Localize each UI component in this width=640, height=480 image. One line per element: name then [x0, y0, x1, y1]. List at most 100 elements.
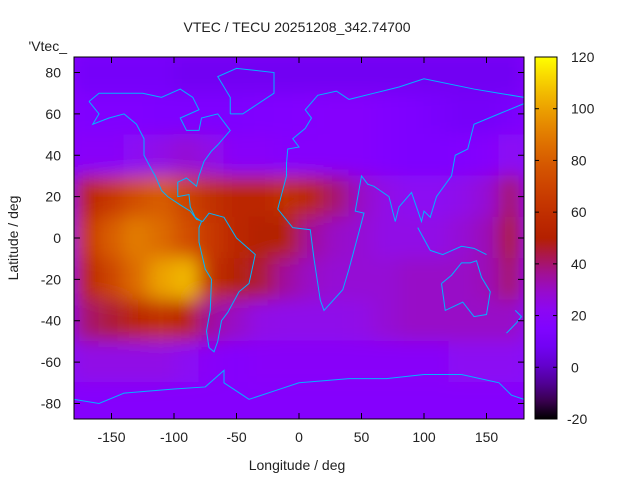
- coastline: [417, 227, 487, 256]
- y-tick-label: -20: [41, 271, 61, 287]
- heatmap-cell: [448, 57, 475, 94]
- y-tick-label: -40: [41, 313, 61, 329]
- heatmap-cell: [348, 382, 375, 419]
- colorbar-tick-label: -20: [567, 411, 587, 427]
- heatmap-cell: [123, 299, 150, 342]
- heatmap-cell: [423, 92, 450, 136]
- heatmap-cell: [448, 382, 475, 419]
- y-tick-label: -60: [41, 354, 61, 370]
- coastlines: [74, 67, 524, 405]
- heatmap-cell: [223, 340, 250, 384]
- colorbar-tick-label: 40: [571, 256, 587, 272]
- heatmap-cell: [373, 216, 400, 260]
- heatmap-cell: [448, 92, 475, 136]
- x-axis: -150 -100 -50 0 50 100 150: [97, 57, 498, 445]
- heatmap-cell: [248, 299, 275, 342]
- heatmap-cell: [148, 216, 175, 260]
- heatmap-cell: [473, 134, 500, 177]
- heatmap-cell: [323, 175, 350, 218]
- colorbar-tick-label: 20: [571, 308, 587, 324]
- heatmap-cell: [248, 175, 275, 218]
- heatmap-cell: [323, 216, 350, 260]
- y-tick-label: 40: [45, 147, 61, 163]
- heatmap-cell: [173, 216, 200, 260]
- heatmap-cell: [398, 134, 425, 177]
- heatmap-cell: [473, 382, 500, 419]
- heatmap-cell: [98, 134, 125, 177]
- heatmap-cell: [273, 382, 300, 419]
- heatmap-cell: [148, 382, 175, 419]
- heatmap-cell: [98, 175, 125, 218]
- heatmap-cell: [323, 57, 350, 94]
- coastline: [441, 260, 491, 318]
- heatmap-cell: [323, 134, 350, 177]
- heatmap-cell: [348, 299, 375, 342]
- y-tick-label: 20: [45, 189, 61, 205]
- heatmap-cell: [248, 216, 275, 260]
- heatmap-cell: [98, 216, 125, 260]
- heatmap-cell: [98, 92, 125, 136]
- heatmap-cell: [123, 382, 150, 419]
- heatmap-cell: [248, 57, 275, 94]
- heatmap-cell: [148, 57, 175, 94]
- y-axis: -80 -60 -40 -20 0 20 40 60 80: [41, 65, 524, 411]
- heatmap-cell: [173, 340, 200, 384]
- heatmap-cell: [398, 175, 425, 218]
- heatmap-cell: [248, 258, 275, 301]
- heatmap-cell: [498, 382, 524, 419]
- coastline: [88, 88, 256, 353]
- heatmap-cell: [98, 340, 125, 384]
- x-tick-label: -150: [97, 429, 125, 445]
- heatmap-cell: [398, 57, 425, 94]
- heatmap-cell: [198, 92, 225, 136]
- heatmap-cell: [373, 340, 400, 384]
- heatmap-cell: [423, 299, 450, 342]
- heatmap-cell: [448, 299, 475, 342]
- heatmap-cell: [223, 175, 250, 218]
- heatmap-cell: [348, 258, 375, 301]
- colorbar: [534, 56, 558, 420]
- heatmap-cell: [298, 382, 325, 419]
- heatmap-cell: [123, 216, 150, 260]
- heatmap-cell: [373, 175, 400, 218]
- heatmap-cell: [473, 175, 500, 218]
- heatmap-cells: [74, 57, 524, 419]
- heatmap-cell: [98, 258, 125, 301]
- x-axis-label: Longitude / deg: [249, 457, 346, 473]
- heatmap-cell: [248, 134, 275, 177]
- x-tick-label: 0: [295, 429, 303, 445]
- heatmap-cell: [223, 382, 250, 419]
- heatmap-cell: [423, 340, 450, 384]
- heatmap-cell: [123, 258, 150, 301]
- heatmap-cell: [423, 57, 450, 94]
- heatmap-cell: [398, 92, 425, 136]
- heatmap-cell: [98, 382, 125, 419]
- colorbar-tick-label: 80: [571, 152, 587, 168]
- heatmap-cell: [348, 340, 375, 384]
- heatmap-cell: [223, 258, 250, 301]
- x-tick-label: 150: [475, 429, 499, 445]
- heatmap-cell: [148, 340, 175, 384]
- heatmap-cell: [273, 216, 300, 260]
- heatmap-cell: [173, 57, 200, 94]
- heatmap-cell: [448, 258, 475, 301]
- heatmap-cell: [198, 57, 225, 94]
- heatmap-cell: [98, 57, 125, 94]
- heatmap-cell: [323, 340, 350, 384]
- coastline: [217, 67, 275, 115]
- heatmap-cell: [223, 134, 250, 177]
- heatmap-cell: [98, 299, 125, 342]
- x-tick-label: 50: [354, 429, 370, 445]
- heatmap-cell: [298, 92, 325, 136]
- chart-title: VTEC / TECU 20251208_342.74700: [183, 19, 410, 35]
- heatmap-cell: [473, 340, 500, 384]
- colorbar-tick-label: 120: [571, 49, 595, 65]
- heatmap-cell: [473, 299, 500, 342]
- heatmap-cell: [223, 299, 250, 342]
- heatmap-cell: [148, 134, 175, 177]
- heatmap-cell: [148, 299, 175, 342]
- heatmap-cell: [148, 92, 175, 136]
- y-tick-label: 80: [45, 65, 61, 81]
- heatmap-cell: [473, 216, 500, 260]
